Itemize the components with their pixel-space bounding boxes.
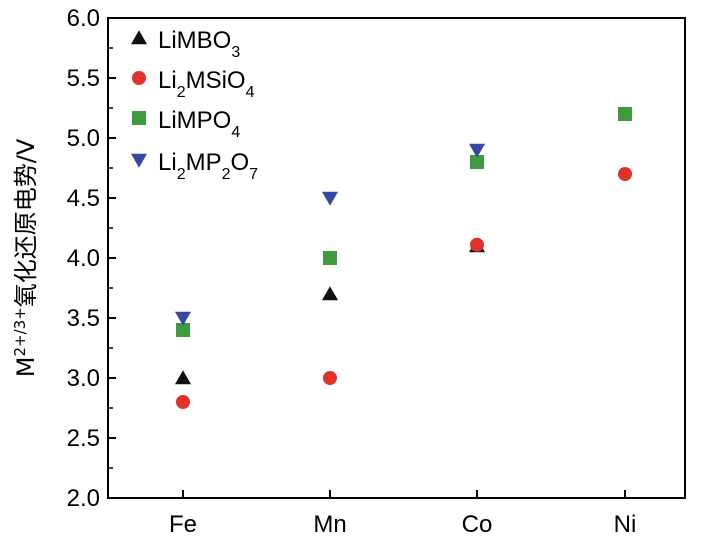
data-point-LiMPO4 [618,107,632,121]
legend-label-subscript: 4 [231,124,240,141]
y-axis-label-base: M [12,357,40,378]
data-point-Li2MSiO4 [176,395,190,409]
x-tick-label: Co [462,511,493,538]
y-tick-label: 4.5 [67,185,100,212]
legend-label-subscript: 2 [177,166,186,183]
data-point-Li2MSiO4 [618,167,632,181]
legend-label-Li2MP2O7: Li2MP2O7 [158,149,258,183]
legend-marker-Li2MSiO4 [132,71,146,85]
legend-marker-LiMBO3 [130,30,148,45]
y-tick-label: 6.0 [67,5,100,32]
legend-label-text: Li [158,67,177,94]
legend-label-subscript: 4 [246,84,255,101]
data-point-Li2MP2O7 [468,143,486,158]
legend-label-text: Li [158,149,177,176]
y-axis-label-rest: 氧化还原电势/V [12,138,40,307]
legend-label-LiMBO3: LiMBO3 [158,27,240,61]
y-axis-label-superscript: 2+/3+ [11,307,29,356]
y-tick-label: 3.5 [67,305,100,332]
data-point-Li2MP2O7 [321,191,339,206]
data-point-LiMPO4 [323,251,337,265]
y-tick-label: 3.0 [67,365,100,392]
data-point-LiMBO3 [321,286,339,301]
y-tick-label: 5.0 [67,125,100,152]
legend-marker-Li2MP2O7 [130,153,148,168]
data-point-Li2MSiO4 [323,371,337,385]
axes-group: 2.0 2.5 3.0 3.5 4.0 4.5 5.0 5.5 6.0 Fe Mn Co Ni [67,5,686,538]
legend-label-text: MSiO [186,67,246,94]
data-point-LiMPO4 [470,155,484,169]
data-point-LiMBO3 [174,370,192,385]
legend-label-Li2MSiO4: Li2MSiO4 [158,67,255,101]
legend-label-text: O [231,149,250,176]
x-tick-label: Fe [169,511,197,538]
legend-label-subscript: 3 [231,44,240,61]
data-point-LiMPO4 [176,323,190,337]
legend-marker-LiMPO4 [132,111,146,125]
y-tick-label: 2.5 [67,425,100,452]
y-tick-label: 5.5 [67,65,100,92]
x-tick-label: Ni [614,511,637,538]
legend-label-text: LiMPO [158,107,231,134]
legend-label-text: MP [186,149,222,176]
data-point-Li2MP2O7 [174,311,192,326]
y-tick-label: 2.0 [67,485,100,512]
y-tick-label: 4.0 [67,245,100,272]
legend-label-subscript: 2 [177,84,186,101]
legend-label-LiMPO4: LiMPO4 [158,107,240,141]
legend-label-subscript: 2 [222,166,231,183]
x-tick-label: Mn [313,511,346,538]
data-marks-group [174,107,632,409]
legend-label-subscript: 7 [249,166,258,183]
y-axis-label: M2+/3+氧化还原电势/V [11,138,40,377]
legend-label-text: LiMBO [158,27,231,54]
y-axis-label-group: M2+/3+氧化还原电势/V [11,138,40,377]
data-point-Li2MSiO4 [470,237,484,252]
